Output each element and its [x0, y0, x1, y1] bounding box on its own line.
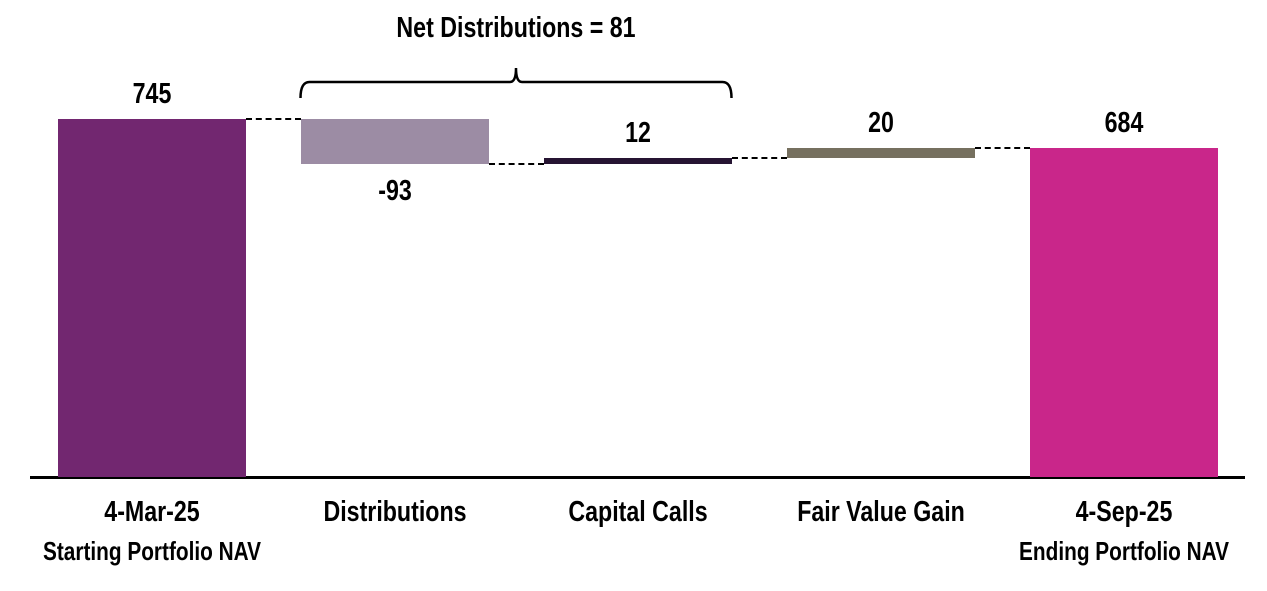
connector-fair-value-gain-to-4-sep-25: [974, 147, 1030, 150]
bracket-path: [299, 67, 733, 99]
sub-label-starting-portfolio-nav: Starting Portfolio NAV: [42, 536, 261, 566]
value-label-distributions: -93: [377, 174, 412, 207]
bar-4-mar-25: [57, 119, 246, 477]
connector-capital-calls-to-fair-value-gain: [731, 156, 787, 159]
category-label-4-sep-25: 4-Sep-25: [1075, 496, 1172, 528]
annotation-net-distributions: Net Distributions = 81: [396, 12, 636, 44]
bar-fair-value-gain: [786, 148, 975, 158]
value-label-4-sep-25: 684: [1104, 107, 1143, 140]
bar-4-sep-25: [1029, 148, 1218, 477]
x-axis-line: [30, 476, 1245, 479]
connector-distributions-to-capital-calls: [488, 162, 544, 165]
category-label-4-mar-25: 4-Mar-25: [103, 496, 200, 528]
bar-distributions: [300, 119, 489, 164]
category-label-fair-value-gain: Fair Value Gain: [796, 496, 965, 528]
value-label-4-mar-25: 745: [132, 78, 171, 110]
connector-4-mar-25-to-distributions: [245, 118, 301, 120]
value-label-capital-calls: 12: [624, 116, 651, 149]
value-label-fair-value-gain: 20: [867, 107, 894, 140]
category-label-capital-calls: Capital Calls: [567, 496, 708, 528]
category-label-distributions: Distributions: [322, 496, 467, 528]
sub-label-ending-portfolio-nav: Ending Portfolio NAV: [1018, 536, 1229, 566]
bar-capital-calls: [543, 157, 732, 164]
